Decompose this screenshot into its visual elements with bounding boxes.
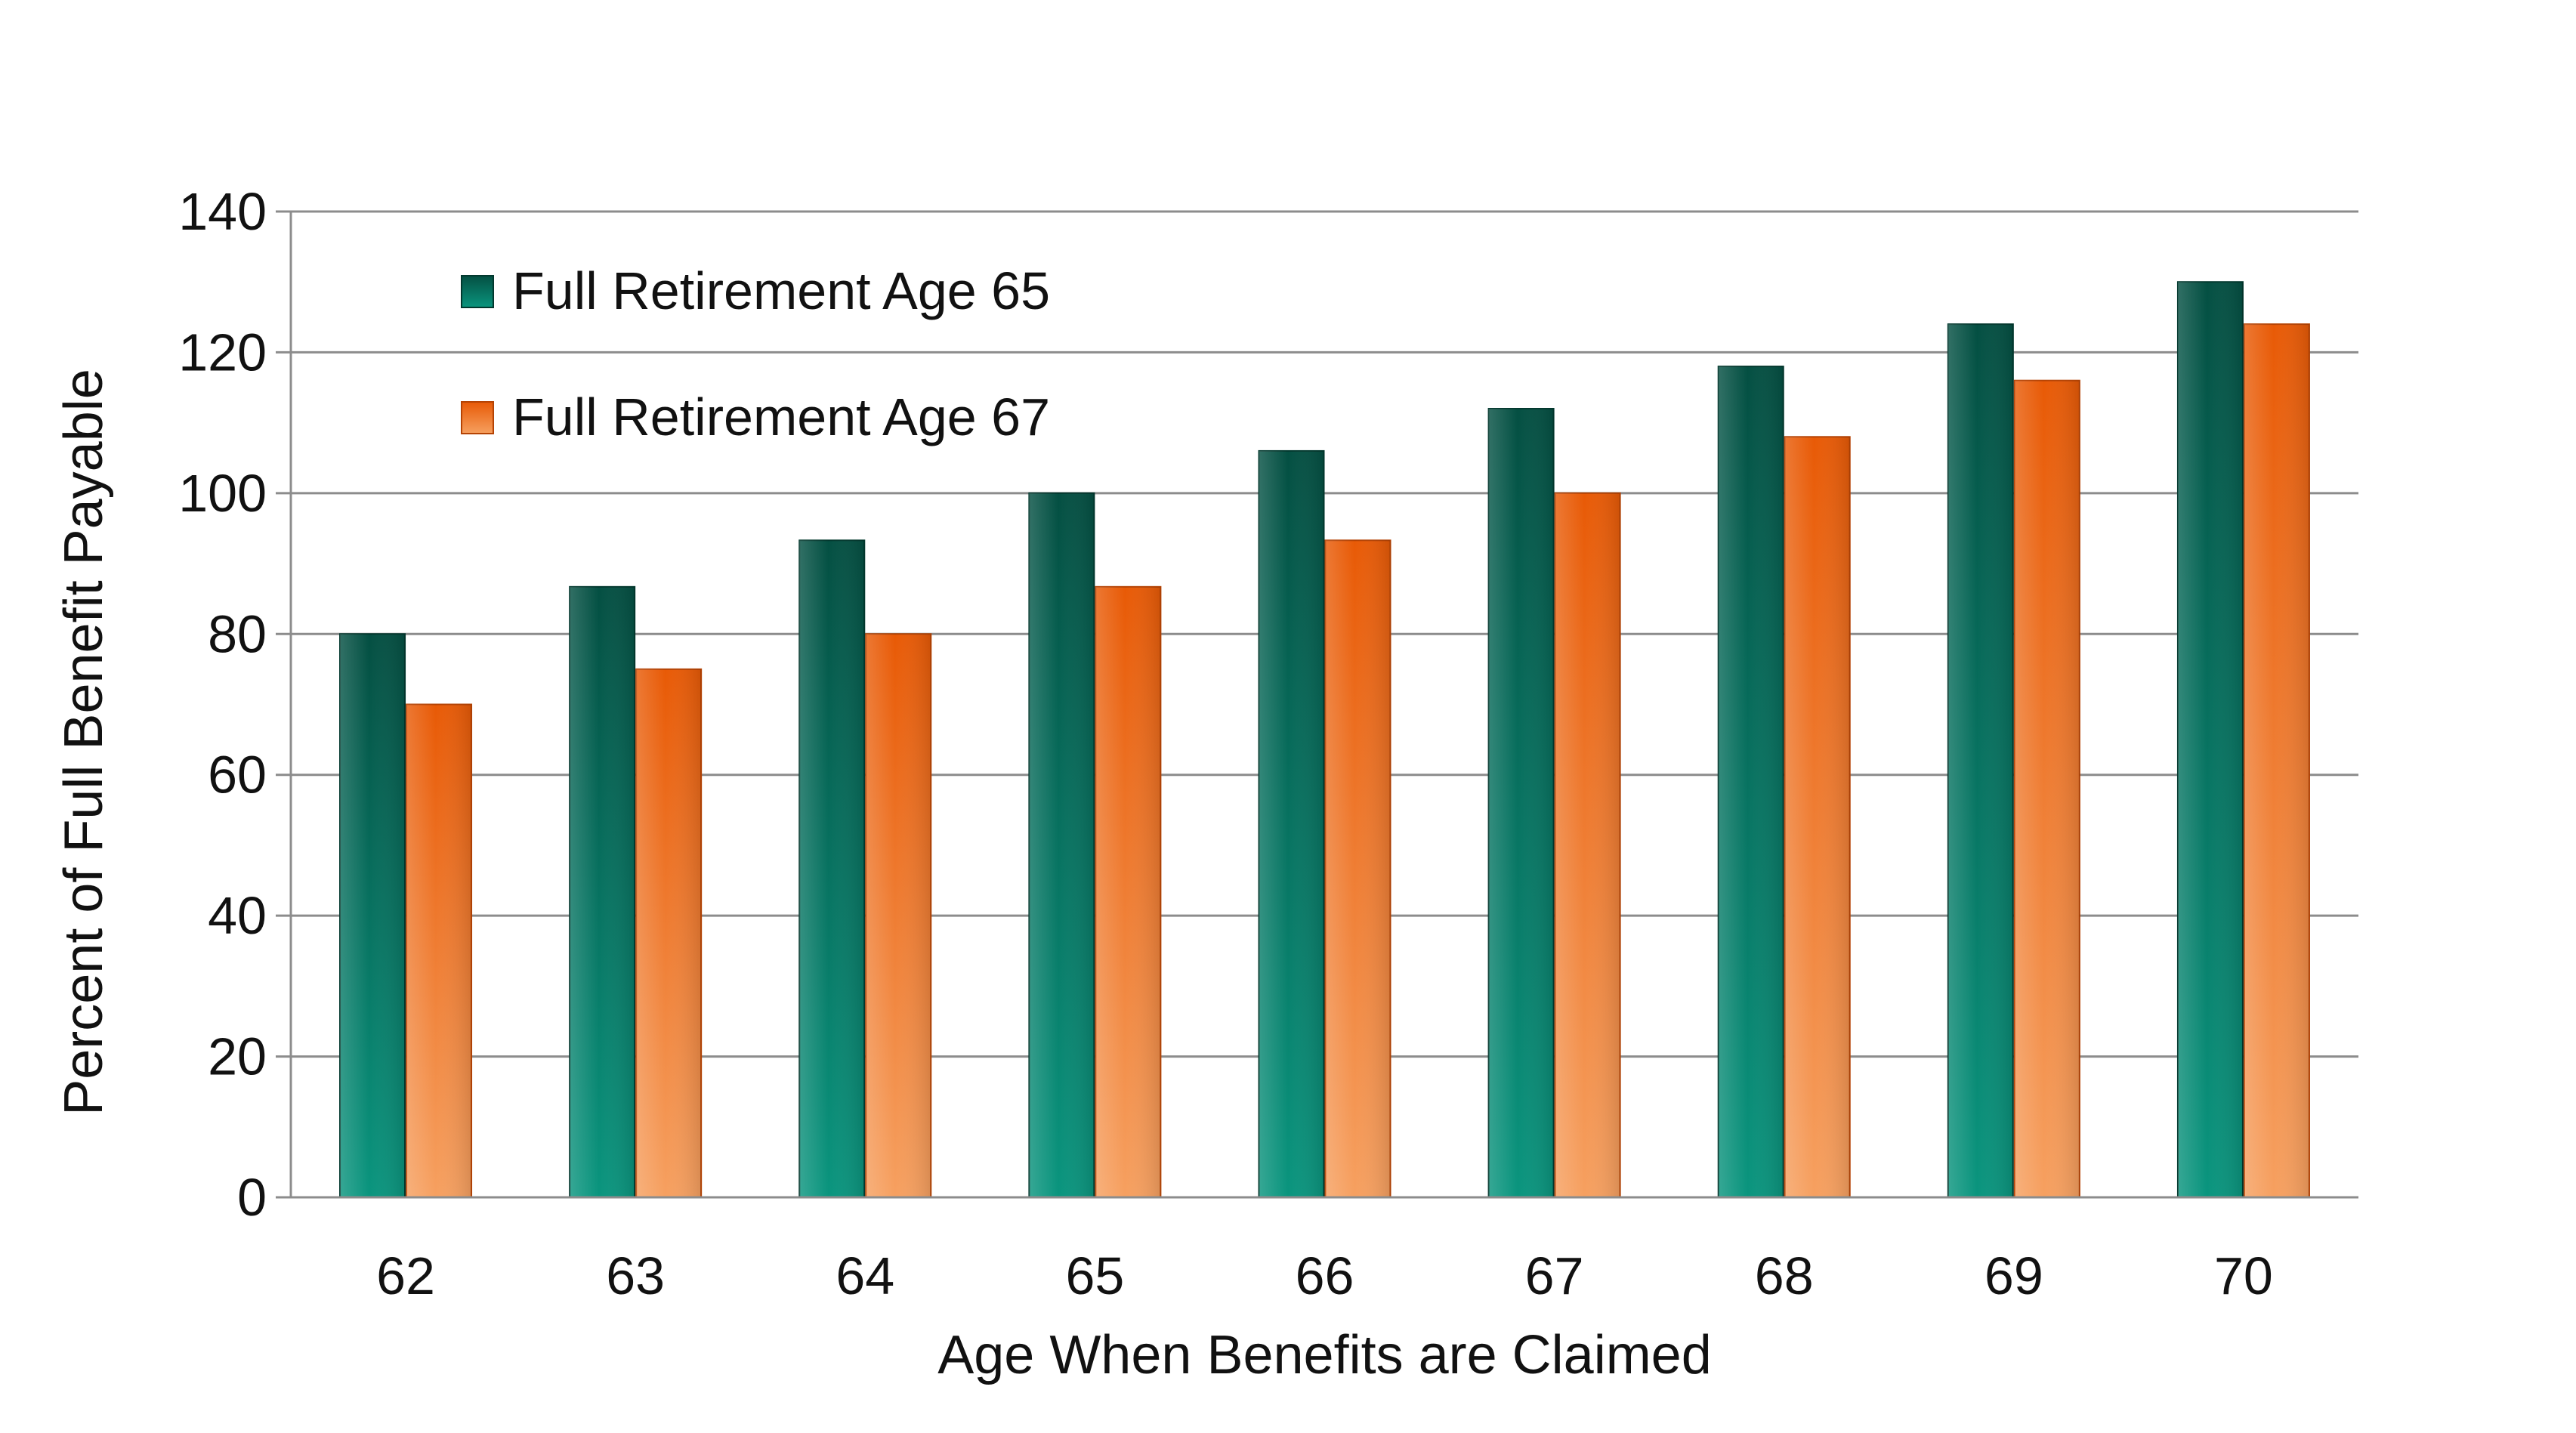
x-tick-label: 62	[376, 1246, 435, 1305]
bar-shading	[1784, 437, 1850, 1197]
y-tick-label: 120	[178, 323, 267, 381]
bar-shading	[799, 540, 865, 1197]
bar-group	[1095, 585, 1162, 1198]
bar-group	[1258, 449, 1325, 1198]
x-tick-label: 70	[2214, 1246, 2273, 1305]
bar-group	[798, 539, 866, 1198]
legend-item-1: Full Retirement Age 67	[461, 388, 1050, 446]
x-axis-title: Age When Benefits are Claimed	[937, 1325, 1712, 1385]
y-tick-label: 80	[208, 604, 267, 663]
bar-shading	[636, 669, 702, 1197]
x-tick-label: 68	[1755, 1246, 1814, 1305]
bar-group	[635, 668, 703, 1198]
bar-group	[1028, 492, 1095, 1198]
bar-group	[2013, 379, 2080, 1199]
bar-group	[1487, 408, 1555, 1198]
y-tick-label: 0	[237, 1168, 267, 1227]
y-axis-title: Percent of Full Benefit Payable	[54, 369, 114, 1116]
x-tick-label: 64	[836, 1246, 894, 1305]
x-tick-label: 69	[1985, 1246, 2043, 1305]
bar-shading	[340, 634, 406, 1197]
y-tick-label: 100	[178, 464, 267, 523]
y-tick-label: 140	[178, 182, 267, 241]
bar-shading	[1029, 493, 1095, 1197]
bar-shading	[1259, 450, 1324, 1197]
legend: Full Retirement Age 65 Full Retirement A…	[461, 261, 1050, 446]
legend-label-fra-65: Full Retirement Age 65	[512, 261, 1050, 320]
bar-group	[339, 633, 406, 1198]
y-tick-label: 20	[208, 1027, 267, 1086]
x-tick-label: 67	[1525, 1246, 1584, 1305]
legend-swatch-fra-67	[461, 401, 494, 434]
bar-shading	[2177, 282, 2243, 1197]
x-tick-label: 63	[606, 1246, 665, 1305]
bars	[339, 281, 2310, 1199]
bar-group	[1717, 366, 1784, 1199]
bar-shading	[1718, 366, 1784, 1198]
bar-shading	[1555, 493, 1620, 1197]
legend-item-0: Full Retirement Age 65	[461, 261, 1050, 320]
x-tick-label: 65	[1065, 1246, 1124, 1305]
y-tick-label: 40	[208, 886, 267, 945]
legend-label-fra-67: Full Retirement Age 67	[512, 388, 1050, 446]
bar-shading	[406, 704, 472, 1197]
bar-shading	[1947, 324, 2013, 1198]
bar-shading	[2244, 324, 2309, 1198]
tick-labels: 0 20 40 60 80 100 120 140 62 63 64 65 66 67 68 69 70	[178, 182, 2273, 1305]
legend-swatch-fra-65	[461, 275, 494, 308]
bar-group	[2243, 323, 2310, 1199]
bar-group	[1784, 436, 1851, 1198]
y-tick-label: 60	[208, 746, 267, 805]
bar-group	[406, 703, 473, 1198]
bar-group	[1947, 323, 2014, 1199]
bar-shading	[1095, 586, 1161, 1197]
bar-group	[2176, 281, 2244, 1199]
bar-shading	[866, 634, 931, 1197]
bar-group	[569, 585, 636, 1198]
bar-shading	[2014, 380, 2080, 1197]
x-tick-label: 66	[1296, 1246, 1354, 1305]
bar-group	[865, 633, 932, 1198]
bar-shading	[570, 586, 635, 1197]
bar-shading	[1325, 540, 1391, 1197]
bar-group	[1554, 492, 1621, 1198]
axes	[289, 212, 2358, 1199]
bar-shading	[1488, 409, 1554, 1197]
bar-group	[1324, 539, 1391, 1198]
